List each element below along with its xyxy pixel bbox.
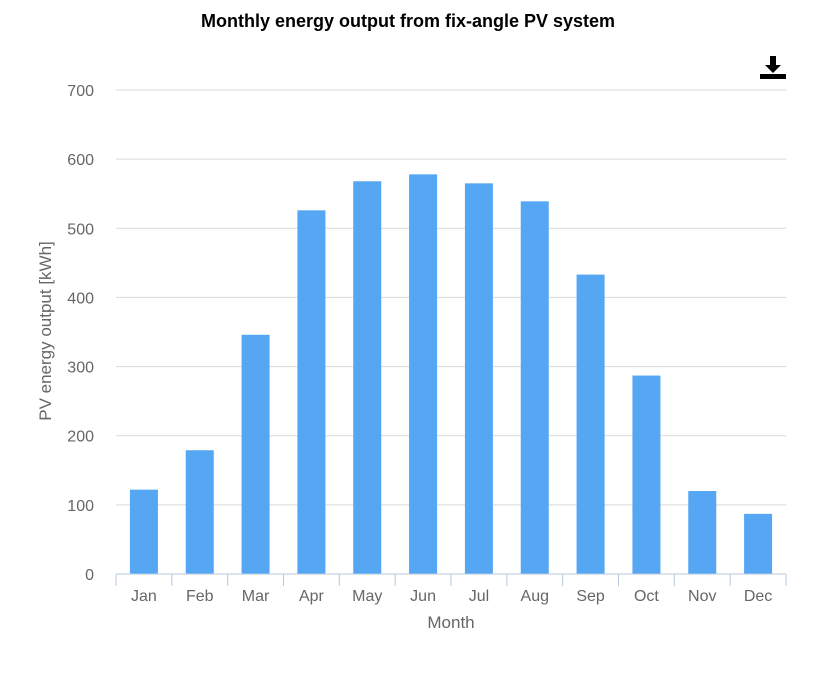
x-tick-label: Feb: [186, 588, 214, 605]
x-tick-label: May: [352, 588, 382, 605]
x-tick-label: Jul: [469, 588, 489, 605]
bar-dec: [744, 513, 773, 574]
bar-aug: [520, 201, 549, 574]
bars: [129, 174, 773, 575]
x-tick-label: Aug: [521, 588, 549, 605]
x-tick-label: Mar: [242, 588, 270, 605]
y-tick-label: 200: [67, 429, 94, 446]
y-tick-label: 500: [67, 221, 94, 238]
bar-jul: [464, 183, 493, 575]
y-axis-tick-labels: 0 100 200 300 400 500 600 700: [67, 83, 94, 584]
bar-nov: [688, 491, 717, 574]
bar-may: [353, 181, 382, 575]
y-tick-label: 100: [67, 498, 94, 515]
gridlines: [116, 89, 786, 506]
chart-title: Monthly energy output from fix-angle PV …: [200, 11, 616, 31]
x-axis-tick-labels: Jan Feb Mar Apr May Jun Jul Aug Sep Oct Nov Dec: [131, 588, 772, 605]
x-axis: [115, 573, 787, 586]
bar-jan: [129, 489, 158, 574]
y-tick-label: 700: [67, 83, 94, 100]
x-axis-title: Month: [427, 613, 474, 632]
bar-oct: [632, 375, 661, 574]
bar-apr: [297, 210, 326, 574]
y-tick-label: 600: [67, 152, 94, 169]
bar-jun: [409, 174, 438, 574]
download-icon: [760, 56, 786, 79]
download-button[interactable]: [757, 54, 789, 84]
x-tick-label: Jun: [410, 588, 436, 605]
bar-sep: [576, 274, 605, 574]
x-tick-label: Oct: [634, 588, 659, 605]
x-tick-label: Nov: [688, 588, 716, 605]
y-tick-label: 300: [67, 360, 94, 377]
bar-feb: [185, 450, 214, 574]
y-tick-label: 400: [67, 290, 94, 307]
x-tick-label: Sep: [576, 588, 605, 605]
y-tick-label: 0: [85, 567, 94, 584]
y-axis-title: PV energy output [kWh]: [36, 241, 55, 421]
bar-mar: [241, 334, 270, 574]
x-tick-label: Apr: [299, 588, 325, 605]
x-tick-label: Dec: [744, 588, 772, 605]
x-tick-label: Jan: [131, 588, 157, 605]
